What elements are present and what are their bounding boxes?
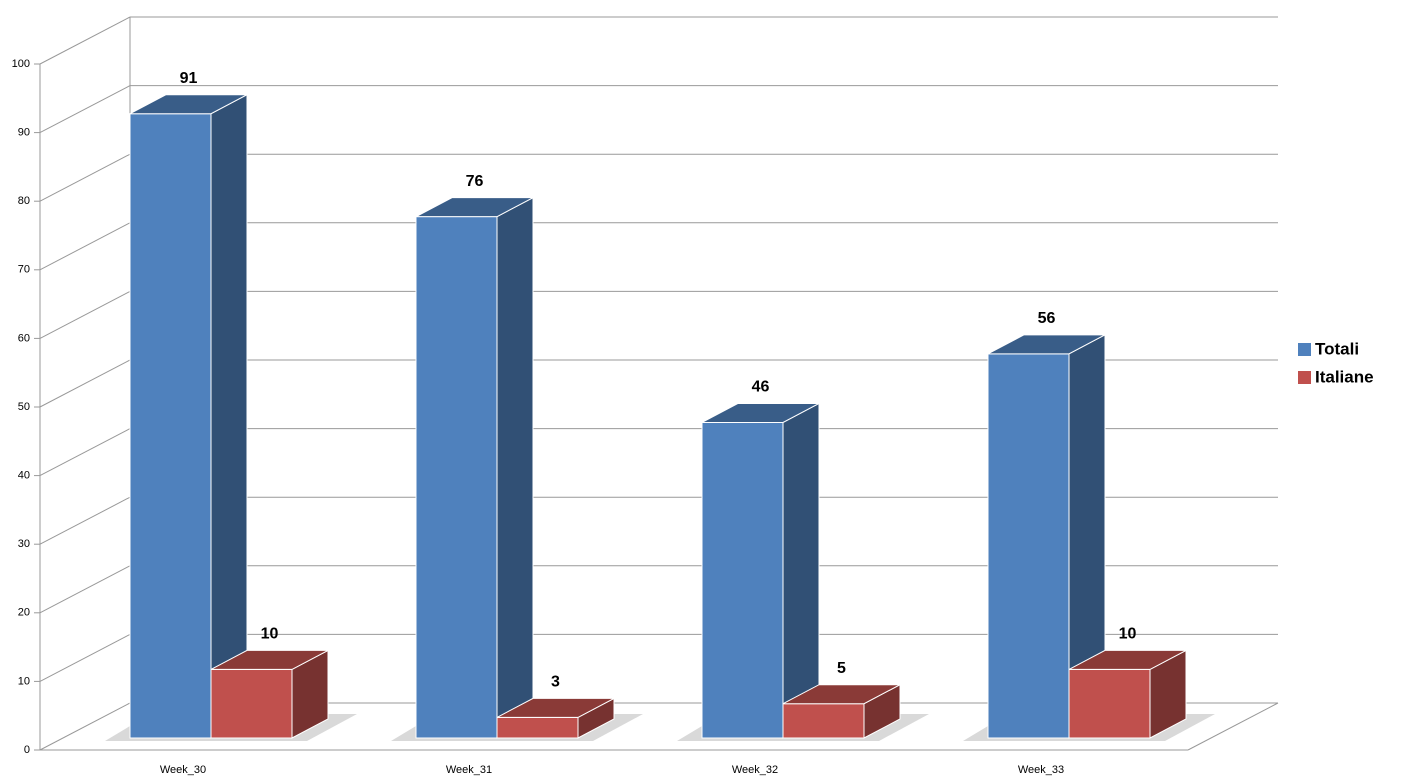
x-tick-label: Week_33 — [1018, 764, 1064, 776]
bar-top — [1068, 649, 1187, 670]
value-label: 76 — [466, 173, 484, 190]
bar-front — [987, 353, 1070, 739]
x-tick-label: Week_30 — [160, 764, 206, 776]
legend-swatch — [1298, 371, 1311, 384]
x-tick-label: Week_31 — [446, 764, 492, 776]
y-tick-label: 50 — [18, 401, 30, 413]
bar-front — [415, 216, 498, 739]
grid-line — [39, 428, 131, 477]
y-tick-label: 30 — [18, 538, 30, 550]
y-tick-label: 0 — [24, 744, 30, 756]
value-label: 10 — [261, 626, 279, 643]
grid-line — [39, 16, 131, 65]
grid-line — [39, 565, 131, 614]
grid-line — [39, 496, 131, 545]
grid-line — [39, 359, 131, 408]
bar-side — [496, 196, 534, 739]
value-label: 56 — [1038, 310, 1056, 327]
bar-front — [210, 668, 293, 739]
grid-line — [39, 153, 131, 202]
bar-top — [987, 334, 1106, 355]
value-label: 3 — [551, 674, 560, 691]
bar-front — [1068, 668, 1151, 739]
bar-front — [782, 703, 865, 739]
bar-top — [701, 402, 820, 423]
y-tick-label: 70 — [18, 264, 30, 276]
value-label: 46 — [752, 379, 770, 396]
grid-line — [39, 222, 131, 271]
bar-top — [496, 697, 615, 718]
grid-line — [39, 290, 131, 339]
floor-edge — [1187, 702, 1279, 751]
y-tick-label: 80 — [18, 195, 30, 207]
legend-swatch — [1298, 343, 1311, 356]
y-tick-label: 100 — [12, 58, 30, 70]
value-label: 91 — [180, 70, 198, 87]
y-tick-label: 10 — [18, 675, 30, 687]
bar-front — [701, 421, 784, 739]
legend-label: Totali — [1315, 339, 1359, 358]
grid-line — [39, 702, 131, 751]
bar-top — [415, 197, 534, 218]
y-tick-label: 20 — [18, 607, 30, 619]
y-tick-label: 40 — [18, 470, 30, 482]
legend-label: Italiane — [1315, 367, 1374, 386]
value-label: 5 — [837, 660, 846, 677]
grid-line — [39, 633, 131, 682]
bar-side — [210, 93, 248, 739]
bar-front — [496, 716, 579, 739]
y-tick-label: 90 — [18, 127, 30, 139]
bar-top — [782, 684, 901, 705]
bar-top — [129, 94, 248, 115]
y-tick-label: 60 — [18, 332, 30, 344]
bar-top — [210, 649, 329, 670]
grid-line — [39, 85, 131, 134]
bar-front — [129, 113, 212, 739]
x-tick-label: Week_32 — [732, 764, 778, 776]
value-label: 10 — [1119, 626, 1137, 643]
